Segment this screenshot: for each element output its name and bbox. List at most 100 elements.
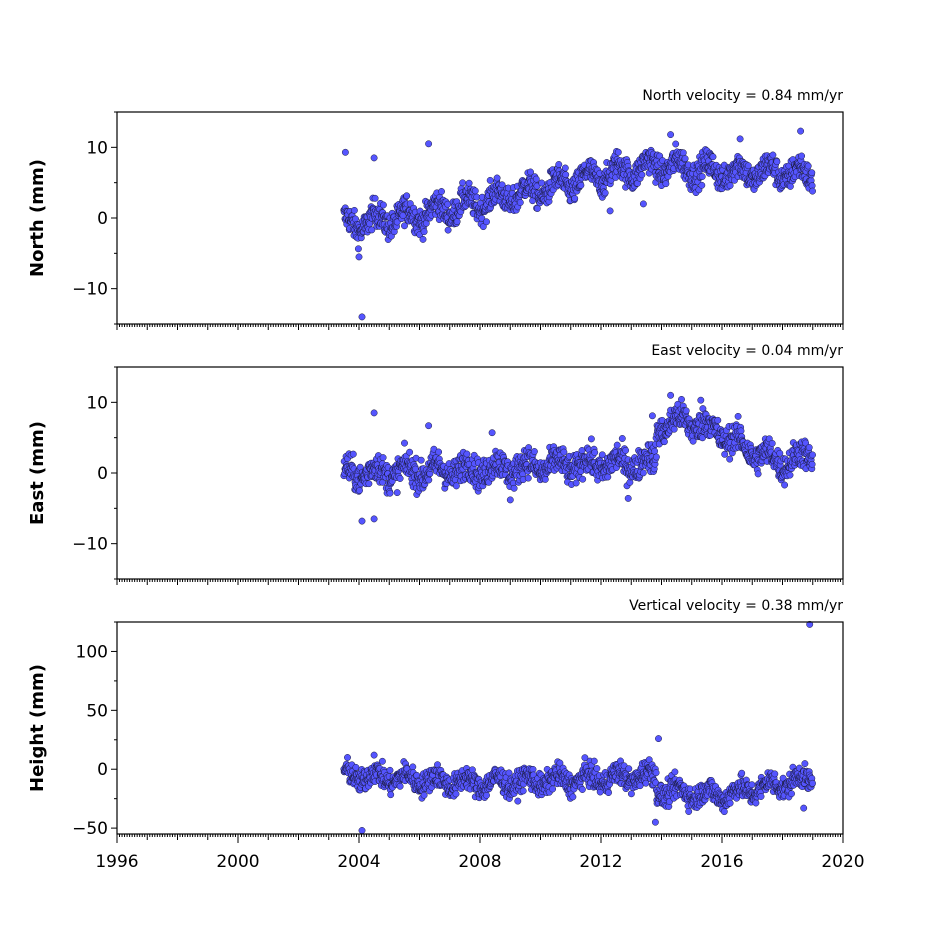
- data-point: [396, 475, 404, 482]
- data-point: [530, 448, 538, 455]
- data-point: [365, 480, 373, 488]
- outlier-point: [425, 422, 433, 430]
- outlier-point: [624, 494, 632, 502]
- east-y-ticks: −10 0 10: [72, 366, 117, 580]
- data-point: [652, 769, 660, 777]
- data-point: [613, 441, 621, 449]
- east-points: [340, 391, 816, 525]
- east-x-ticks: [116, 579, 844, 585]
- data-point: [679, 149, 687, 157]
- data-point: [420, 228, 428, 236]
- outlier-point: [797, 127, 805, 135]
- data-point: [698, 173, 706, 181]
- outlier-point: [667, 391, 675, 399]
- data-point: [804, 162, 812, 170]
- north-panel-title: North velocity = 0.84 mm/yr: [642, 88, 843, 104]
- x-tick-label: 2000: [216, 852, 259, 872]
- data-point: [698, 181, 706, 189]
- data-point: [541, 475, 549, 483]
- data-point: [768, 439, 776, 447]
- outlier-point: [341, 148, 349, 156]
- data-point: [406, 448, 414, 456]
- height-axes-frame: [116, 621, 844, 835]
- data-point: [754, 470, 762, 478]
- outlier-point: [370, 154, 378, 162]
- data-point: [519, 787, 527, 795]
- data-point: [737, 427, 745, 435]
- data-point: [524, 474, 532, 482]
- y-tick-label: 0: [97, 209, 108, 229]
- east-y-axis-label: East (mm): [27, 421, 48, 525]
- outlier-point: [648, 412, 656, 420]
- data-point: [425, 476, 433, 484]
- data-point: [452, 790, 460, 798]
- data-point: [579, 475, 587, 483]
- height-points: [340, 620, 816, 834]
- data-point: [435, 448, 443, 456]
- data-point: [672, 140, 680, 148]
- x-tick-label: 2012: [579, 852, 622, 872]
- data-point: [571, 194, 579, 202]
- data-point: [409, 763, 417, 771]
- y-tick-label: 10: [86, 393, 108, 413]
- data-point: [752, 799, 760, 807]
- north-y-ticks: −10 0 10: [72, 111, 117, 325]
- y-tick-label: −10: [72, 535, 108, 555]
- data-point: [368, 226, 376, 234]
- data-point: [403, 192, 411, 200]
- data-point: [465, 179, 473, 187]
- outlier-point: [358, 517, 366, 525]
- y-tick-label: 10: [86, 138, 108, 158]
- data-point: [420, 791, 428, 799]
- data-point: [393, 489, 401, 497]
- data-point: [379, 201, 387, 209]
- north-points: [340, 127, 816, 321]
- data-point: [577, 181, 585, 189]
- data-point: [532, 175, 540, 183]
- data-point: [618, 435, 626, 442]
- data-point: [386, 766, 394, 774]
- data-point: [349, 450, 357, 458]
- data-point: [514, 797, 522, 805]
- data-point: [744, 162, 752, 170]
- x-tick-label: 2008: [458, 852, 501, 872]
- data-point: [591, 449, 599, 456]
- x-tick-label: 2004: [337, 852, 380, 872]
- data-point: [660, 438, 668, 446]
- data-point: [493, 174, 501, 182]
- data-point: [809, 451, 816, 459]
- data-point: [549, 785, 557, 793]
- y-tick-label: 0: [97, 760, 108, 780]
- data-point: [671, 768, 679, 776]
- data-point: [639, 469, 647, 477]
- data-point: [344, 754, 351, 761]
- data-point: [587, 435, 595, 443]
- data-point: [371, 194, 379, 202]
- outlier-point: [651, 818, 659, 826]
- data-point: [590, 757, 598, 765]
- data-point: [726, 799, 734, 807]
- y-tick-label: −50: [72, 819, 108, 839]
- outlier-point: [800, 804, 808, 812]
- outlier-point: [358, 313, 366, 321]
- data-point: [453, 218, 461, 226]
- data-point: [604, 473, 612, 481]
- data-point: [401, 222, 408, 230]
- data-point: [798, 152, 806, 160]
- data-point: [452, 482, 460, 490]
- data-point: [734, 412, 742, 420]
- data-point: [709, 153, 717, 161]
- data-point: [748, 781, 756, 789]
- data-point: [555, 161, 563, 168]
- data-point: [438, 188, 445, 195]
- data-point: [498, 181, 506, 189]
- data-point: [396, 782, 404, 790]
- outlier-point: [488, 429, 496, 437]
- data-point: [387, 791, 395, 799]
- data-point: [808, 460, 816, 468]
- outlier-point: [655, 735, 662, 743]
- data-point: [593, 765, 601, 772]
- outlier-point: [370, 751, 378, 759]
- data-point: [720, 808, 728, 816]
